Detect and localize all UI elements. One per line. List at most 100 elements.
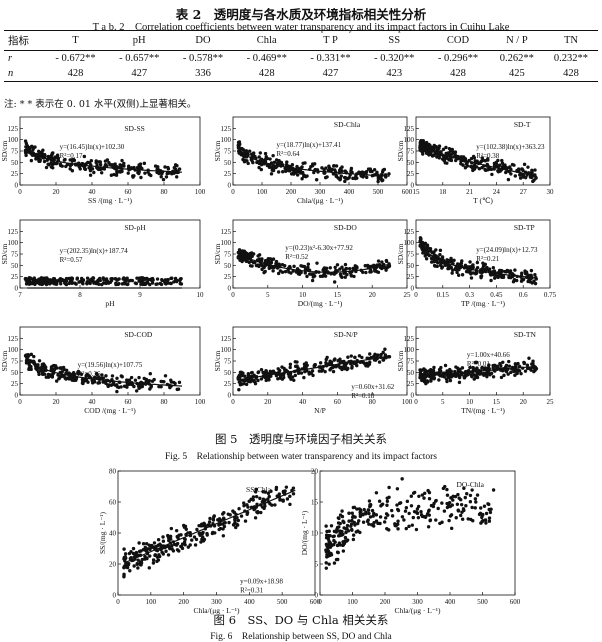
data-point (365, 175, 369, 180)
data-point (516, 361, 520, 366)
data-point (464, 269, 469, 274)
data-point (251, 495, 256, 499)
data-point (58, 278, 63, 282)
data-point (474, 360, 479, 365)
data-point (376, 353, 380, 357)
data-point (292, 264, 296, 269)
data-point (173, 276, 178, 281)
data-point (183, 543, 187, 547)
data-point (132, 384, 136, 389)
r-squared: R²=0.64 (277, 150, 300, 158)
data-point (336, 550, 340, 555)
data-point (364, 512, 368, 516)
data-point (118, 163, 122, 167)
r-squared: R²=0.38 (476, 152, 499, 160)
data-point (134, 389, 139, 393)
x-tick-label: 21 (466, 188, 474, 196)
data-point (385, 503, 389, 507)
data-point (437, 156, 442, 160)
data-point (395, 507, 400, 512)
data-point (47, 281, 52, 286)
data-point (420, 149, 424, 154)
y-tick-label: 10 (311, 530, 319, 538)
data-point (511, 280, 516, 284)
data-point (415, 507, 420, 511)
data-point (92, 281, 96, 285)
data-point (55, 153, 60, 157)
data-point (466, 517, 470, 521)
data-point (239, 514, 244, 518)
data-point (100, 171, 104, 175)
data-point (457, 380, 462, 385)
data-point (480, 519, 484, 524)
data-point (70, 378, 74, 382)
data-point (496, 170, 501, 174)
data-point (33, 279, 37, 284)
data-point (112, 172, 116, 177)
table-title-en: T a b. 2 Correlation coefficients betwee… (92, 22, 510, 33)
data-point (161, 535, 165, 539)
data-point (372, 354, 376, 359)
y-axis-label: DO/(mg · L⁻¹) (300, 510, 309, 555)
data-point (453, 267, 458, 272)
x-tick-label: 5 (441, 398, 445, 406)
data-point (349, 524, 353, 528)
data-point (119, 385, 123, 389)
data-point (526, 165, 530, 169)
data-point (533, 273, 537, 277)
data-point (281, 489, 286, 494)
data-point (452, 258, 456, 262)
data-point (461, 155, 466, 159)
data-point (326, 549, 331, 553)
data-point (433, 499, 438, 503)
data-point (40, 371, 45, 375)
data-point (421, 377, 426, 381)
data-point (79, 372, 84, 377)
data-point (272, 160, 277, 165)
fit-equation: y=(102.38)ln(x)+363.23 (476, 143, 545, 151)
y-tick-label: 20 (109, 561, 117, 569)
y-tick-label: 100 (8, 239, 19, 247)
y-tick-label: 0 (411, 182, 415, 190)
data-point (500, 158, 504, 163)
data-point (532, 279, 536, 283)
data-point (330, 167, 334, 171)
x-tick-label: 0.15 (437, 291, 450, 299)
data-point (480, 165, 484, 170)
data-point (496, 158, 500, 163)
data-point (366, 508, 371, 512)
data-point (377, 360, 382, 364)
data-point (442, 509, 447, 513)
data-point (277, 262, 281, 267)
x-tick-label: 25 (547, 398, 555, 406)
data-point (62, 279, 66, 283)
data-point (428, 246, 433, 251)
data-point (150, 379, 155, 383)
x-tick-label: 80 (161, 398, 169, 406)
data-point (341, 540, 345, 544)
data-point (28, 276, 33, 281)
data-point (262, 270, 266, 275)
data-point (407, 511, 411, 516)
table-cell: 336 (171, 66, 235, 82)
data-point (251, 378, 255, 382)
data-point (288, 264, 292, 269)
data-point (281, 170, 285, 174)
x-tick-label: 0.75 (544, 291, 557, 299)
data-point (280, 377, 285, 381)
data-point (468, 493, 473, 498)
data-point (429, 503, 434, 508)
data-point (349, 170, 353, 174)
data-point (450, 260, 454, 264)
data-point (211, 517, 215, 522)
data-point (64, 377, 68, 381)
data-point (454, 158, 458, 163)
data-point (331, 369, 336, 374)
x-tick-label: 400 (244, 598, 255, 606)
data-point (160, 379, 164, 384)
data-point (381, 178, 385, 182)
data-point (345, 272, 349, 277)
table-cell: - 0.578** (182, 53, 224, 64)
data-point (64, 276, 69, 281)
data-point (221, 527, 225, 531)
